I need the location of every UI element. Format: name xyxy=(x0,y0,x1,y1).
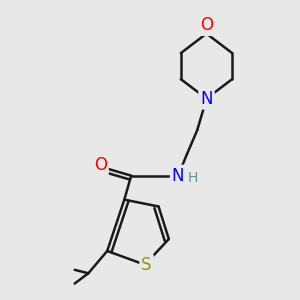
Text: S: S xyxy=(141,256,152,274)
Text: O: O xyxy=(200,16,213,34)
Text: O: O xyxy=(94,156,107,174)
Text: N: N xyxy=(172,167,184,185)
Text: N: N xyxy=(200,90,213,108)
Text: H: H xyxy=(187,171,198,185)
